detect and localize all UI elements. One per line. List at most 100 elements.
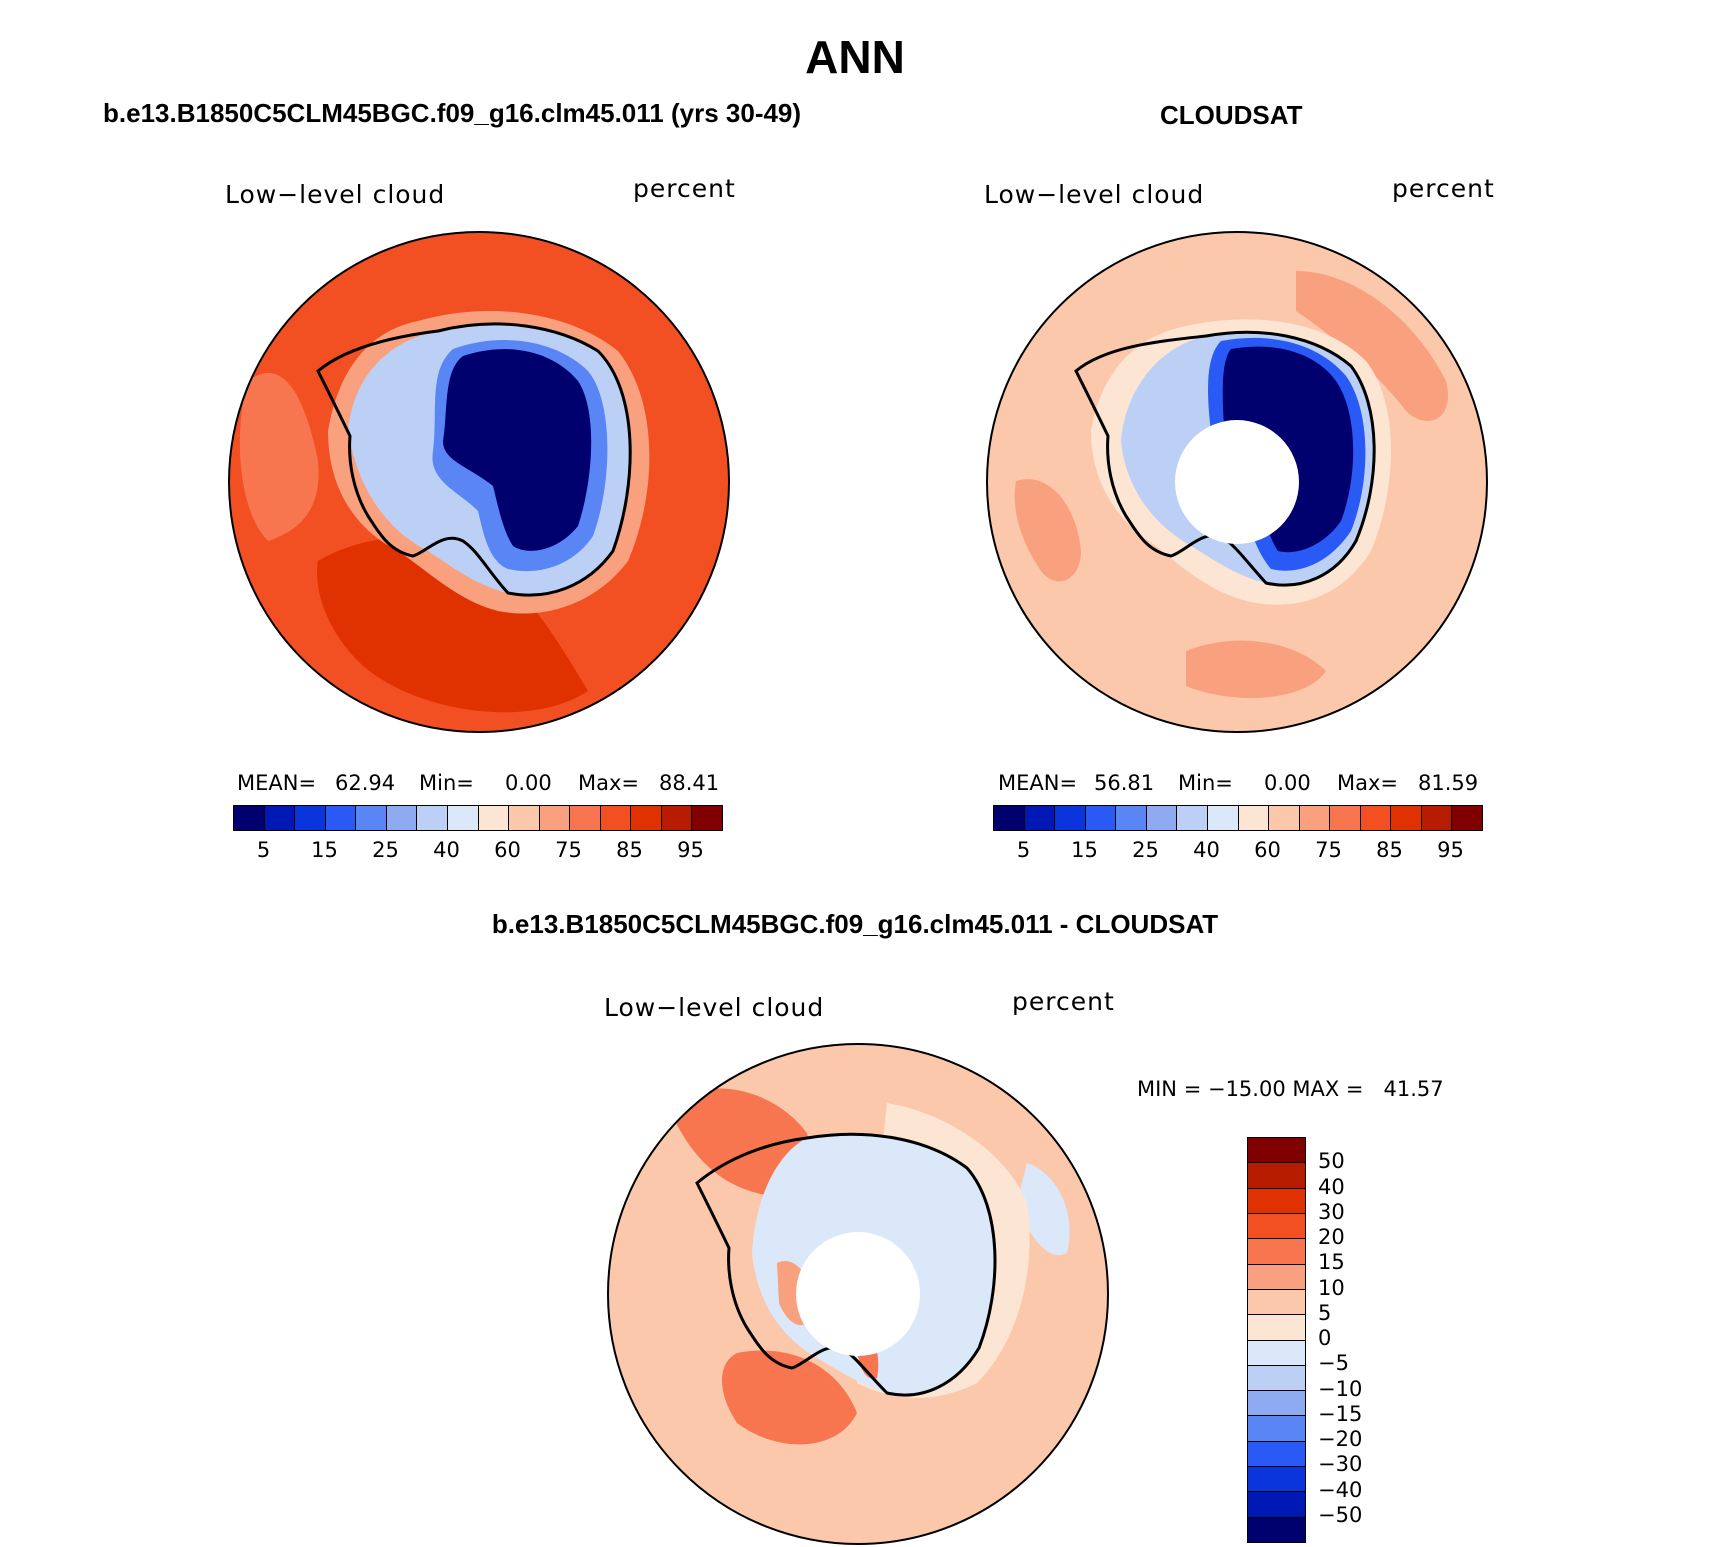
colorbar-cell [1085, 806, 1117, 830]
colorbar-cell [417, 806, 448, 830]
colorbar-tick-label: 40 [1318, 1174, 1345, 1199]
model-panel-title: b.e13.B1850C5CLM45BGC.f09_g16.clm45.011 … [103, 98, 802, 128]
colorbar-cell [1248, 1517, 1305, 1542]
colorbar-cell [1248, 1138, 1305, 1164]
model-mean-label: MEAN= [237, 771, 317, 795]
colorbar-cell [1248, 1163, 1305, 1189]
obs-pole-hole [1175, 420, 1299, 544]
diff-variable-label: Low−level cloud [604, 993, 825, 1022]
model-west-ring [239, 372, 319, 541]
colorbar-tick-label: −5 [1318, 1351, 1349, 1376]
colorbar-tick-label: 25 [1132, 838, 1159, 862]
obs-high-patch-ne [1296, 271, 1448, 421]
colorbar-tick-label: 95 [677, 838, 704, 862]
colorbar-tick-label: 15 [311, 838, 338, 862]
colorbar-tick-label: −20 [1318, 1427, 1363, 1451]
colorbar-cell [234, 806, 265, 830]
colorbar-cell [1248, 1188, 1305, 1214]
colorbar-tick-label: 85 [616, 838, 643, 862]
colorbar-cell [325, 806, 357, 830]
diff-panel-title: b.e13.B1850C5CLM45BGC.f09_g16.clm45.011 … [491, 909, 1219, 939]
colorbar-cell [1248, 1213, 1305, 1240]
diff-pole-hole [796, 1232, 920, 1356]
colorbar-tick-label: 15 [1071, 838, 1098, 862]
obs-high-patch-w [1014, 479, 1081, 582]
colorbar-cell [1452, 806, 1482, 830]
colorbar-cell [1248, 1365, 1305, 1392]
colorbar-tick-label: 5 [1016, 838, 1031, 862]
diff-low-patch-e [1017, 1163, 1070, 1255]
diff-high-patch-nw [667, 1088, 809, 1195]
model-max-label: Max= [578, 771, 640, 795]
colorbar-cell [1248, 1289, 1305, 1316]
obs-max-label: Max= [1337, 771, 1399, 795]
model-mean-value: 62.94 [335, 771, 396, 795]
colorbar-cell [661, 806, 693, 830]
model-colorbar-ticks: 5 15 25 40 60 75 85 95 [233, 838, 721, 864]
diff-colorbar [1247, 1137, 1306, 1543]
obs-min-value: 0.00 [1264, 771, 1311, 795]
model-min-label: Min= [419, 771, 474, 795]
colorbar-tick-label: −10 [1318, 1376, 1363, 1401]
obs-mean-value: 56.81 [1094, 771, 1155, 795]
colorbar-tick-label: 20 [1318, 1225, 1345, 1249]
colorbar-cell [478, 806, 510, 830]
colorbar-cell [1248, 1492, 1305, 1518]
model-coastline [316, 322, 632, 597]
colorbar-cell [570, 806, 601, 830]
colorbar-cell [1248, 1340, 1305, 1366]
colorbar-tick-label: 50 [1318, 1149, 1345, 1174]
colorbar-tick-label: 95 [1437, 838, 1464, 862]
colorbar-tick-label: −50 [1318, 1502, 1363, 1527]
model-interior-low [443, 349, 592, 551]
model-min-value: 0.00 [505, 771, 552, 795]
colorbar-cell [1248, 1239, 1305, 1265]
obs-high-patch-s [1186, 640, 1326, 698]
colorbar-cell [1207, 806, 1239, 830]
obs-colorbar [993, 805, 1483, 831]
colorbar-cell [1248, 1264, 1305, 1290]
colorbar-cell [631, 806, 662, 830]
obs-max-value: 81.59 [1418, 771, 1479, 795]
model-variable-label: Low−level cloud [225, 180, 446, 209]
colorbar-tick-label: 15 [1318, 1250, 1345, 1275]
colorbar-cell [1421, 806, 1453, 830]
colorbar-tick-label: −40 [1318, 1477, 1363, 1502]
colorbar-cell [1238, 806, 1270, 830]
colorbar-cell [1024, 806, 1056, 830]
colorbar-tick-label: 40 [1193, 838, 1220, 862]
colorbar-tick-label: −15 [1318, 1401, 1363, 1426]
obs-polar-map [986, 231, 1488, 733]
colorbar-tick-label: 25 [372, 838, 399, 862]
colorbar-tick-label: 0 [1318, 1326, 1332, 1350]
colorbar-cell [264, 806, 296, 830]
colorbar-tick-label: 75 [1315, 838, 1342, 862]
colorbar-cell [447, 806, 479, 830]
obs-min-label: Min= [1178, 771, 1233, 795]
model-colorbar [233, 805, 723, 831]
colorbar-cell [509, 806, 540, 830]
colorbar-cell [1248, 1416, 1305, 1442]
colorbar-tick-label: −30 [1318, 1452, 1363, 1477]
colorbar-cell [1248, 1441, 1305, 1468]
diff-high-patch-s [722, 1350, 857, 1445]
colorbar-cell [692, 806, 722, 830]
colorbar-cell [600, 806, 632, 830]
colorbar-tick-label: 30 [1318, 1199, 1345, 1224]
colorbar-cell [1330, 806, 1361, 830]
model-high-cloud-region [317, 537, 588, 713]
obs-mean-label: MEAN= [998, 771, 1078, 795]
diff-units-label: percent [1012, 987, 1115, 1016]
colorbar-cell [1177, 806, 1208, 830]
diff-colorbar-ticks: 50 40 30 20 15 10 5 0 −5 −10 −15 −20 −30 −40 −50 [1318, 1137, 1398, 1541]
colorbar-cell [1299, 806, 1331, 830]
colorbar-tick-label: 5 [1318, 1300, 1332, 1325]
diff-polar-map [607, 1043, 1109, 1545]
colorbar-cell [1248, 1391, 1305, 1417]
colorbar-tick-label: 75 [555, 838, 582, 862]
colorbar-tick-label: 85 [1376, 838, 1403, 862]
colorbar-cell [539, 806, 571, 830]
colorbar-cell [1055, 806, 1086, 830]
colorbar-cell [356, 806, 387, 830]
diff-minmax-label: MIN = −15.00 MAX = 41.57 [1137, 1077, 1444, 1101]
